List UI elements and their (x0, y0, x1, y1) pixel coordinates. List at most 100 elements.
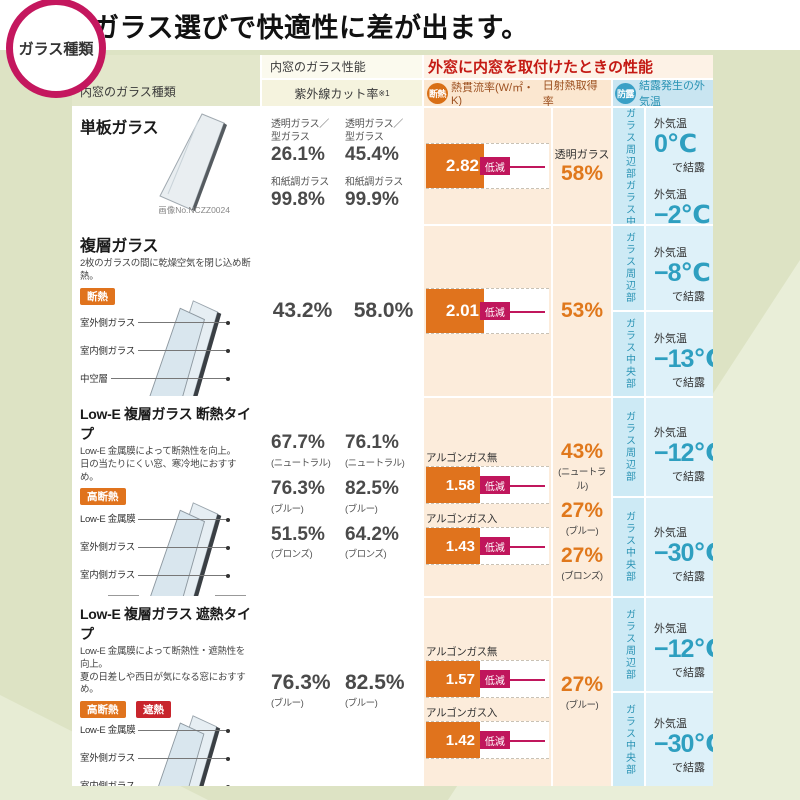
outside-temp-label: 外気温 (654, 247, 687, 259)
uv-cut-cell-a: 43.2% (262, 226, 334, 396)
row-lowe-insulation-cell: Low-E 複層ガラス 断熱タイプ Low-E 金属膜によって断熱性を向上。 日… (72, 398, 260, 596)
uv-value: 58.0% (353, 299, 414, 323)
diagram-label: 中空層 (80, 595, 108, 596)
reduction-badge: 低減 (479, 670, 510, 688)
outside-temp-label: 外気温 (654, 718, 687, 730)
condensation-note: で結露 (672, 666, 705, 679)
condensation-temp-label: 結露発生の外気温 (639, 80, 705, 106)
heat-flow-label: 熱貫流率(W/㎡・K) (451, 82, 535, 106)
diagram-label: 中空層 (80, 373, 108, 385)
condensation-temp-value: −12℃ (654, 635, 713, 663)
diagram-label: 室内側ガラス (80, 345, 136, 357)
uv-value: 99.8% (271, 188, 325, 210)
outside-temp-label: 外気温 (654, 118, 687, 130)
column-header-heat-flow: 断熱 熱貫流率(W/㎡・K) 日射熱取得率 (424, 80, 611, 106)
condensation-temp-cell: 外気温 −12℃ で結露 外気温 −30℃ で結露 (646, 598, 713, 786)
row-title: 複層ガラス (80, 238, 159, 255)
insulation-tag-badge: 断熱 (80, 287, 115, 305)
condensation-temp-value: −12℃ (654, 439, 713, 467)
diagram-label: 室内側ガラス (80, 778, 135, 786)
uv-value: 82.5% (345, 477, 399, 499)
uv-value: 64.2% (345, 523, 399, 545)
uv-value: 26.1% (271, 144, 325, 165)
argon-label: アルゴンガス入 (426, 513, 498, 525)
zone-edge-label: ガラス周辺部 (623, 608, 635, 681)
heat-flow-value-bar: 1.42 (426, 722, 480, 758)
diagram-label: 室外側ガラス (80, 542, 136, 554)
uv-tint-label: (ブルー) (271, 698, 304, 710)
uv-tint-label: (ニュートラル) (345, 457, 405, 469)
leader-line (138, 573, 230, 578)
dew-proof-circle-badge: 防露 (615, 82, 636, 104)
heat-flow-cell: アルゴンガス無 1.57 低減 アルゴンガス入 1.42 低減 (424, 598, 551, 786)
zone-center-label: ガラス中央部 (623, 511, 635, 583)
solar-value: 43% (560, 440, 604, 463)
uv-glass-label: 透明ガラス／ 型ガラス (345, 119, 403, 143)
high-insulation-tag-badge: 高断熱 (80, 488, 126, 506)
zone-center-label: ガラス中央部 (623, 180, 635, 224)
insulation-circle-badge: 断熱 (427, 82, 448, 104)
uv-value: 67.7% (271, 432, 325, 453)
condensation-temp-cell: 外気温 −12℃ で結露 外気温 −30℃ で結露 (646, 398, 713, 596)
uv-value: 82.5% (345, 671, 405, 694)
leader-line (110, 377, 231, 382)
reduction-badge: 低減 (479, 302, 510, 320)
reduction-badge: 低減 (479, 731, 510, 749)
diagram-label: Low-E 金属膜 (80, 725, 136, 737)
zone-edge-label: ガラス周辺部 (623, 108, 635, 180)
uv-value: 76.3% (271, 671, 331, 694)
argon-label: アルゴンガス無 (426, 452, 498, 464)
uv-glass-label: 和紙調ガラス (345, 176, 403, 188)
row-title: 単板ガラス (80, 120, 159, 137)
single-pane-diagram (159, 113, 227, 211)
uv-cut-cell-b: 82.5% (ブルー) (336, 598, 422, 786)
condensation-temp-cell: 外気温 0℃ で結露 外気温 −2℃ で結露 (646, 108, 713, 224)
uv-cut-cell-a: 透明ガラス／ 型ガラス 26.1% 和紙調ガラス 99.8% (262, 108, 334, 224)
condensation-temp-cell: 外気温 −8℃ で結露 外気温 −13℃ で結露 (646, 226, 713, 396)
room-inside-box: 室内 (214, 595, 246, 596)
uv-tint-label: (ニュートラル) (271, 457, 331, 469)
solar-gain-cell: 透明ガラス 58% (553, 108, 611, 224)
row-description: 2枚のガラスの間に乾燥空気を閉じ込め断熱。 (80, 258, 251, 282)
leader-line (138, 728, 230, 733)
uv-tint-label: (ブロンズ) (345, 549, 387, 561)
uv-cut-label: 紫外線カット率 (294, 86, 379, 101)
uv-glass-label: 透明ガラス／ 型ガラス (271, 119, 329, 143)
outside-temp-label: 外気温 (654, 188, 687, 201)
zone-center-label: ガラス中央部 (623, 703, 635, 776)
leader-line (138, 756, 230, 761)
zone-edge-label: ガラス周辺部 (623, 232, 635, 304)
uv-cut-cell-b: 58.0% (336, 226, 422, 396)
outside-temp-label: 外気温 (654, 623, 687, 635)
uv-value: 45.4% (345, 144, 399, 165)
column-header-outer-performance: 外窓に内窓を取付けたときの性能 (424, 55, 713, 78)
column-header-uv-cut: 紫外線カット率 ※1 (262, 80, 422, 106)
solar-gain-label: 日射熱取得率 (542, 80, 598, 106)
column-header-condensation: 防露 結露発生の外気温 (613, 80, 713, 106)
row-double-glass-cell: 複層ガラス 2枚のガラスの間に乾燥空気を閉じ込め断熱。 断熱 室外側ガラス 室内… (72, 226, 260, 396)
heat-flow-cell: 2.01 低減 (424, 226, 551, 396)
uv-cut-cell-a: 76.3% (ブルー) (262, 598, 334, 786)
uv-tint-label: (ブルー) (345, 503, 378, 515)
glass-zone-cell: ガラス周辺部 ガラス中央部 (613, 108, 644, 224)
zone-center-label: ガラス中央部 (623, 318, 635, 390)
reduction-badge: 低減 (479, 157, 510, 175)
glass-diagram: 室外側ガラス 室内側ガラス 中空層 乾燥剤 画像No.NCZZ0009 (80, 299, 252, 396)
diagram-label: 室外側ガラス (80, 317, 136, 329)
outside-temp-label: 外気温 (654, 427, 687, 439)
glass-comparison-table: 内窓のガラス種類 内窓のガラス性能 外窓に内窓を取付けたときの性能 紫外線カット… (72, 55, 713, 786)
uv-value: 99.9% (345, 188, 399, 210)
outside-temp-label: 外気温 (654, 333, 687, 345)
double-pane-diagram (149, 299, 222, 396)
zone-edge-label: ガラス周辺部 (623, 411, 635, 483)
uv-cut-cell-a: 67.7% (ニュートラル) 76.3% (ブルー) 51.5% (ブロンズ) (262, 398, 334, 596)
condensation-note: で結露 (672, 376, 705, 389)
glass-type-badge-label: ガラス種類 (18, 40, 94, 58)
image-number: 画像No.NCZZ0024 (158, 205, 230, 215)
leader-line (138, 517, 230, 522)
heat-flow-value-bar: 2.82 (426, 144, 484, 188)
condensation-note: で結露 (672, 470, 705, 483)
room-outside-box: 室外 (108, 595, 140, 596)
solar-gain-cell: 53% (553, 226, 611, 396)
diagram-label: 室内側ガラス (80, 570, 136, 582)
